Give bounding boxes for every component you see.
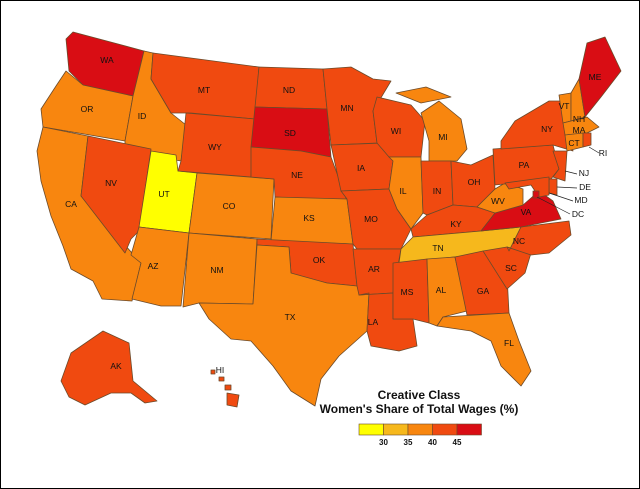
legend-swatch [432, 423, 458, 436]
legend-swatch [456, 423, 482, 436]
state-OR [40, 70, 134, 142]
state-TX [198, 244, 370, 407]
state-NC [506, 220, 572, 256]
state-label-MO: MO [364, 214, 378, 224]
legend-swatch [358, 423, 384, 436]
leader-DC [536, 196, 571, 215]
state-NV [80, 135, 152, 254]
state-label-DE: DE [579, 182, 591, 192]
state-label-TX: TX [285, 312, 296, 322]
state-label-WY: WY [208, 142, 222, 152]
state-label-NV: NV [105, 178, 117, 188]
state-label-HI: HI [216, 365, 225, 375]
state-AK [60, 330, 158, 406]
state-SC [482, 246, 532, 290]
state-label-SC: SC [505, 263, 517, 273]
legend-tick: 35 [404, 438, 413, 447]
state-label-KY: KY [450, 219, 462, 229]
state-label-IL: IL [399, 186, 406, 196]
state-label-ND: ND [283, 85, 295, 95]
state-label-IN: IN [433, 186, 442, 196]
state-label-AZ: AZ [148, 261, 159, 271]
state-label-NM: NM [210, 265, 223, 275]
state-label-NY: NY [541, 124, 553, 134]
state-label-AK: AK [110, 361, 122, 371]
state-label-VA: VA [521, 207, 532, 217]
state-HI [210, 369, 240, 408]
state-label-NJ: NJ [579, 168, 589, 178]
leader-DE [556, 186, 578, 189]
state-FL [436, 312, 532, 387]
leader-NJ [564, 170, 578, 175]
legend-tick: 40 [428, 438, 437, 447]
state-ME [578, 36, 622, 118]
state-DC [532, 190, 540, 199]
legend-title-line1: Creative Class [378, 388, 461, 402]
state-label-RI: RI [599, 148, 608, 158]
state-label-UT: UT [158, 189, 169, 199]
state-label-CO: CO [223, 201, 236, 211]
state-MI [395, 86, 468, 162]
legend-tick: 45 [453, 438, 462, 447]
state-WV [476, 182, 524, 214]
state-MS [392, 258, 430, 324]
state-DE [548, 178, 558, 196]
state-label-KS: KS [303, 213, 315, 223]
state-label-MI: MI [438, 132, 447, 142]
state-NJ [552, 150, 568, 182]
state-shapes [36, 31, 622, 408]
state-label-FL: FL [504, 338, 514, 348]
leader-MD [548, 192, 574, 202]
legend-swatch [383, 423, 409, 436]
state-label-GA: GA [477, 286, 490, 296]
state-label-LA: LA [368, 317, 379, 327]
state-label-MA: MA [573, 125, 586, 135]
state-label-WV: WV [491, 196, 505, 206]
legend-title-line2: Women's Share of Total Wages (%) [320, 402, 519, 416]
state-labels: WA OR CA ID NV UT AZ MT WY CO NM ND SD N… [65, 55, 607, 375]
state-label-NE: NE [291, 170, 303, 180]
state-label-DC: DC [572, 209, 584, 219]
legend-ticks: 30 35 40 45 [379, 438, 462, 447]
legend: Creative Class Women's Share of Total Wa… [320, 388, 519, 447]
state-label-MS: MS [401, 287, 414, 297]
state-label-AR: AR [368, 264, 380, 274]
label-leader-lines [536, 146, 600, 215]
state-label-NC: NC [513, 236, 525, 246]
state-label-ME: ME [589, 72, 602, 82]
state-label-OR: OR [81, 104, 94, 114]
legend-swatches [358, 423, 482, 436]
legend-tick: 30 [379, 438, 388, 447]
state-label-MN: MN [340, 103, 353, 113]
legend-swatch [407, 423, 433, 436]
state-label-MD: MD [574, 195, 587, 205]
leader-RI [588, 146, 600, 154]
state-MA [562, 116, 600, 136]
state-label-NH: NH [573, 114, 585, 124]
state-label-CT: CT [568, 138, 579, 148]
state-label-ID: ID [138, 111, 147, 121]
state-label-WI: WI [391, 126, 401, 136]
state-label-CA: CA [65, 199, 77, 209]
state-label-VT: VT [559, 101, 570, 111]
state-label-MT: MT [198, 85, 210, 95]
state-label-SD: SD [284, 128, 296, 138]
state-label-OH: OH [468, 177, 481, 187]
state-label-OK: OK [313, 255, 326, 265]
state-label-WA: WA [100, 55, 114, 65]
state-RI [582, 132, 592, 148]
state-label-PA: PA [519, 160, 530, 170]
state-label-AL: AL [436, 285, 447, 295]
state-label-TN: TN [432, 243, 443, 253]
state-label-IA: IA [357, 163, 365, 173]
